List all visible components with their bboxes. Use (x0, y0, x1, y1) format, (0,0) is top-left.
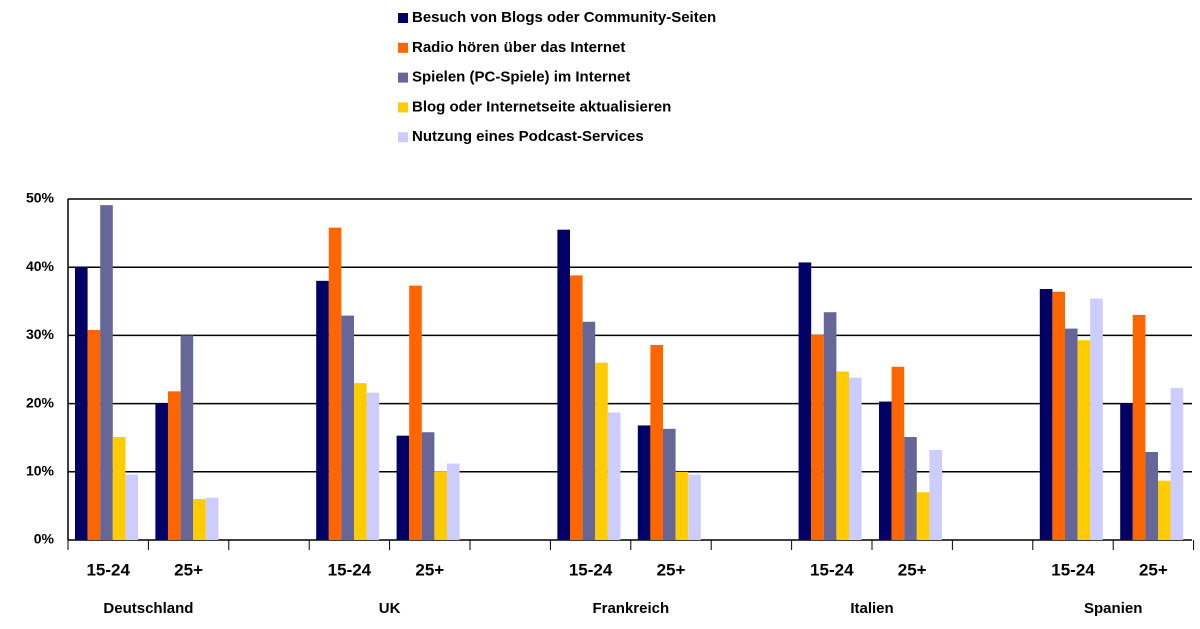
x-tick-label: 25+ (415, 560, 444, 579)
bar (1158, 480, 1171, 540)
group-label: Italien (850, 600, 893, 617)
bar (125, 474, 138, 540)
bar (396, 435, 410, 540)
bar (823, 312, 837, 540)
bar (193, 499, 206, 540)
bar (100, 205, 113, 540)
bar (675, 471, 689, 540)
legend-swatch (398, 102, 408, 113)
bar (1145, 452, 1158, 540)
legend-label: Blog oder Internetseite aktualisieren (412, 98, 671, 115)
bar (1120, 403, 1133, 540)
bar (168, 391, 181, 540)
x-tick-label: 25+ (1139, 560, 1168, 579)
bar (582, 321, 596, 540)
bar (112, 437, 126, 540)
x-tick-label: 25+ (657, 560, 686, 579)
bar (595, 362, 608, 540)
group-label: Deutschland (103, 600, 193, 617)
bar (811, 334, 824, 540)
x-tick-label: 15-24 (328, 560, 372, 579)
bar (798, 262, 812, 540)
bar (409, 285, 422, 540)
legend-swatch (398, 13, 408, 23)
legend-swatch (398, 42, 408, 53)
y-tick-label: 20% (26, 394, 55, 410)
bar (836, 371, 849, 540)
bar (688, 474, 701, 540)
x-tick-label: 15-24 (810, 560, 854, 579)
bar (637, 425, 651, 540)
bar (205, 497, 219, 540)
bar (650, 344, 663, 540)
bar (1065, 328, 1078, 540)
y-tick-label: 30% (26, 326, 55, 342)
group-label: Frankreich (592, 600, 669, 617)
legend-label: Besuch von Blogs oder Community-Seiten (412, 9, 716, 26)
legend-swatch (398, 72, 408, 83)
bar (1039, 289, 1053, 540)
bar (557, 229, 570, 540)
group-label: Spanien (1084, 600, 1142, 617)
x-tick-label: 25+ (174, 560, 203, 579)
y-tick-label: 50% (26, 190, 55, 206)
bar (87, 329, 101, 540)
y-tick-label: 40% (26, 258, 55, 274)
x-tick-label: 15-24 (1051, 560, 1095, 579)
bar (1077, 340, 1091, 540)
bar (434, 471, 447, 540)
bar (916, 492, 930, 540)
bar (447, 463, 460, 540)
bar (1170, 387, 1184, 540)
bar (180, 335, 194, 540)
legend-label: Radio hören über das Internet (412, 39, 625, 56)
bar (1132, 314, 1146, 540)
bar (891, 366, 905, 540)
bar (1052, 291, 1065, 540)
bar (366, 392, 380, 540)
bar (421, 432, 435, 540)
bar (879, 401, 892, 540)
bar (341, 315, 354, 540)
bar (849, 377, 862, 540)
bar (607, 412, 621, 540)
legend-label: Spielen (PC-Spiele) im Internet (412, 69, 630, 86)
bar (354, 383, 367, 540)
y-tick-label: 0% (34, 531, 55, 547)
bar (929, 449, 942, 540)
legend-label: Nutzung eines Podcast-Services (412, 128, 644, 145)
bar (316, 280, 329, 540)
x-tick-label: 25+ (898, 560, 927, 579)
legend-swatch (398, 132, 408, 143)
x-tick-label: 15-24 (569, 560, 613, 579)
x-tick-label: 15-24 (86, 560, 130, 579)
bar (155, 403, 168, 540)
bar (328, 227, 342, 541)
bar (1090, 298, 1103, 540)
y-tick-label: 10% (26, 463, 55, 479)
bar (663, 428, 676, 540)
group-label: UK (379, 600, 401, 617)
bar (75, 267, 88, 540)
bar (570, 275, 583, 540)
bar (904, 437, 917, 540)
